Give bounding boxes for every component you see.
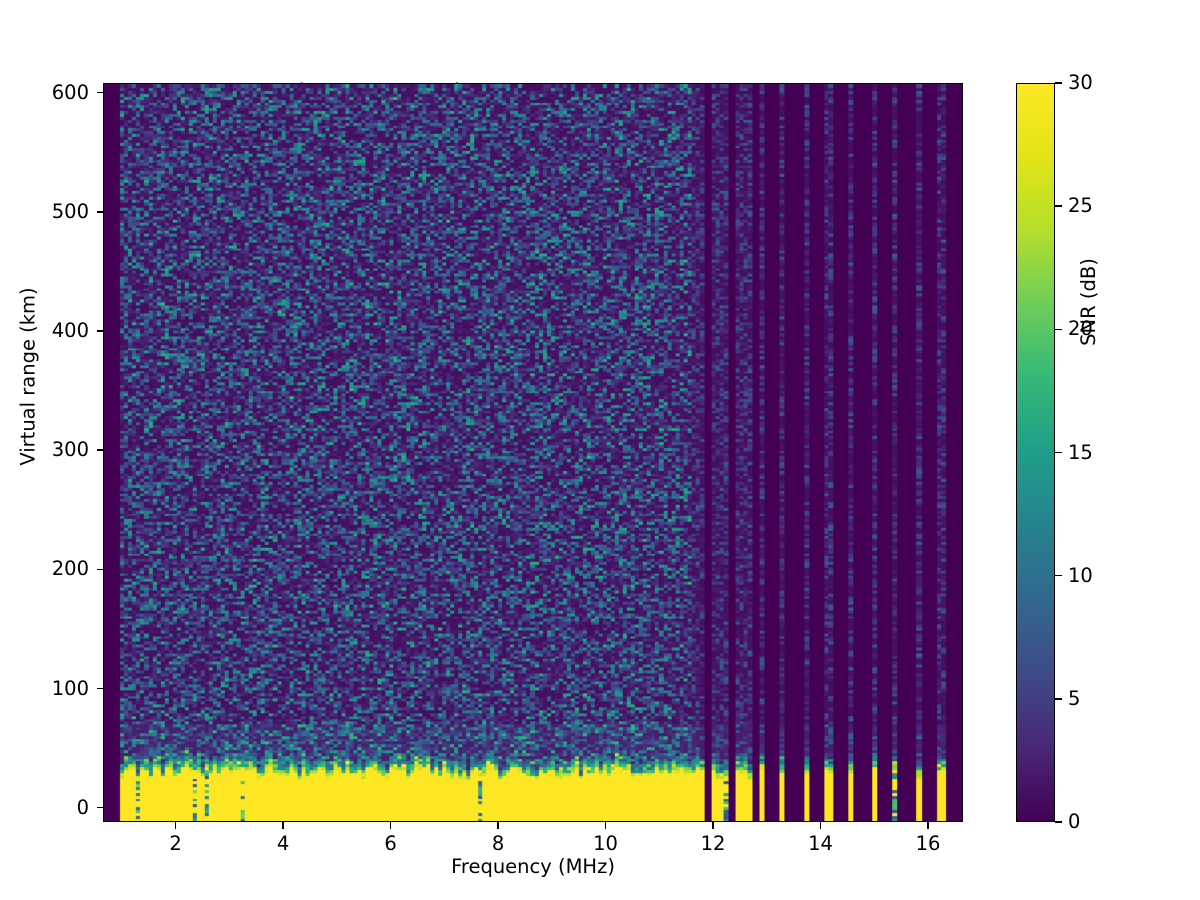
y-tick-label: 400 [51, 318, 89, 342]
y-tick-mark [96, 330, 103, 332]
y-tick-mark [96, 806, 103, 809]
x-tick-mark [174, 822, 177, 829]
x-tick-label: 16 [915, 832, 941, 855]
y-tick-label: 300 [51, 438, 89, 462]
x-axis-label: Frequency (MHz) [451, 855, 615, 878]
y-tick-label: 500 [51, 199, 89, 223]
y-tick-mark [96, 687, 103, 690]
ionogram-heatmap [104, 84, 962, 821]
y-tick-label: 200 [51, 557, 89, 581]
colorbar-tick-mark [1055, 451, 1062, 454]
y-tick-label: 100 [51, 676, 89, 700]
colorbar-tick-mark [1055, 698, 1062, 700]
x-tick-mark [389, 822, 392, 829]
x-tick-label: 2 [169, 832, 182, 855]
x-tick-mark [819, 822, 822, 829]
x-tick-mark [282, 822, 284, 829]
x-tick-label: 6 [384, 832, 397, 855]
x-tick-label: 14 [808, 832, 833, 855]
x-tick-label: 8 [491, 832, 505, 855]
colorbar-tick-label: 15 [1068, 440, 1093, 464]
colorbar-tick-mark [1055, 82, 1062, 84]
x-tick-label: 4 [276, 832, 290, 855]
colorbar-tick-label: 25 [1068, 194, 1093, 218]
y-tick-mark [96, 210, 103, 213]
y-tick-mark [96, 449, 103, 451]
x-tick-mark [497, 822, 499, 829]
x-tick-label: 10 [593, 832, 618, 855]
colorbar-tick-label: 10 [1068, 563, 1093, 587]
colorbar-tick-mark [1055, 328, 1062, 331]
colorbar-tick-mark [1055, 574, 1062, 577]
colorbar-tick-mark [1055, 821, 1062, 823]
x-tick-mark [712, 822, 714, 829]
y-tick-label: 600 [51, 80, 89, 104]
colorbar-tick-label: 30 [1068, 71, 1093, 94]
y-tick-mark [96, 568, 103, 571]
x-tick-mark [604, 822, 607, 829]
colorbar-tick-mark [1055, 205, 1062, 207]
plot-axes [103, 83, 963, 822]
y-tick-mark [96, 91, 103, 94]
y-axis-label: Virtual range (km) [16, 287, 40, 466]
colorbar-tick-label: 5 [1068, 686, 1081, 710]
x-tick-mark [927, 822, 929, 829]
colorbar-tick-label: 0 [1068, 810, 1081, 833]
colorbar-tick-label: 20 [1068, 317, 1093, 341]
colorbar [1016, 83, 1055, 822]
colorbar-gradient [1017, 84, 1054, 821]
y-tick-label: 0 [76, 795, 89, 819]
x-tick-label: 12 [700, 832, 726, 855]
